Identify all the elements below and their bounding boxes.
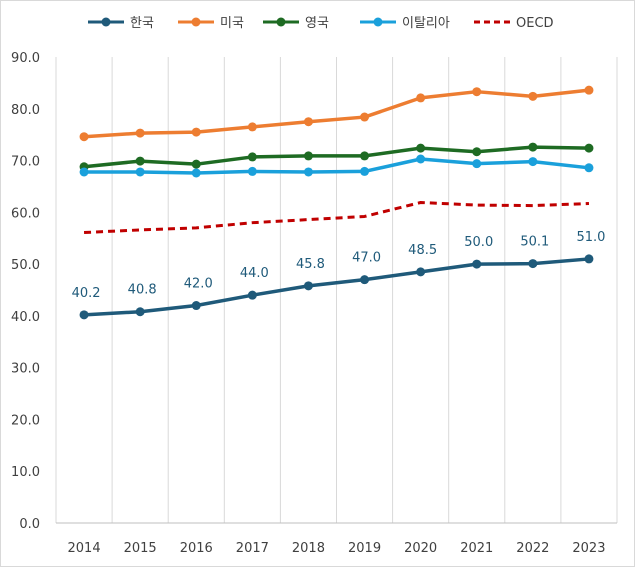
x-tick-label: 2017 [236,541,269,556]
data-label: 50.1 [520,235,549,250]
data-point [416,267,426,277]
data-point [135,167,145,177]
legend: 한국 미국 영국 이탈리아 OECD [88,16,554,31]
x-tick-label: 2022 [516,541,549,556]
x-tick-label: 2014 [68,541,101,556]
series-line-5 [83,200,590,235]
data-point [472,259,482,269]
series-line-4 [84,157,590,175]
data-point [528,91,538,101]
data-point [191,159,201,169]
x-tick-label: 2016 [180,541,213,556]
data-point [191,168,201,178]
series-line-2 [83,88,590,139]
legend-label: 한국 [130,16,154,31]
series-lines [83,88,590,317]
y-tick-label: 60.0 [11,206,40,221]
data-point [247,290,257,300]
data-point [472,87,482,97]
data-point [360,275,370,285]
data-point [360,151,370,161]
y-tick-label: 50.0 [11,258,40,273]
data-point [472,147,482,157]
y-tick-label: 40.0 [11,310,40,325]
data-point [303,167,313,177]
x-tick-label: 2018 [292,541,325,556]
data-label: 45.8 [296,257,325,272]
legend-marker [101,17,111,27]
legend-label: 영국 [305,16,329,31]
data-point [584,143,594,153]
data-label: 48.5 [408,243,437,258]
data-point [79,310,89,320]
data-point [360,166,370,176]
series-line-3 [83,145,589,169]
legend-label: 미국 [220,16,244,31]
y-tick-label: 0.0 [19,517,40,532]
data-point [191,127,201,137]
data-point [79,167,89,177]
data-point [416,154,426,164]
data-point [247,166,257,176]
data-point [360,112,370,122]
y-tick-label: 90.0 [11,51,40,66]
data-label: 40.8 [128,283,157,298]
y-tick-label: 80.0 [11,103,40,118]
data-label: 50.0 [464,235,493,250]
data-point [303,117,313,127]
x-tick-label: 2021 [460,541,493,556]
data-point [191,301,201,311]
data-point [416,93,426,103]
data-label: 44.0 [240,266,269,281]
x-tick-label: 2020 [404,541,437,556]
legend-label: 이탈리아 [402,16,450,31]
data-point [247,152,257,162]
axes: 0.0 10.0 20.0 30.0 40.0 50.0 60.0 70.0 80.0 90.0 2… [11,51,617,556]
data-point [584,163,594,173]
y-tick-label: 30.0 [11,362,40,377]
data-point [135,156,145,166]
data-label: 40.2 [72,286,101,301]
data-point [303,151,313,161]
data-point [79,132,89,142]
data-point [135,307,145,317]
data-point [416,143,426,153]
legend-marker [373,17,383,27]
legend-marker [191,17,201,27]
data-labels: 40.2 40.8 42.0 44.0 45.8 47.0 48.5 50.0 50.1 51.0 [72,230,606,301]
data-label: 51.0 [576,230,605,245]
series-markers [79,85,594,320]
legend-marker [276,17,286,27]
x-tick-label: 2023 [572,541,605,556]
data-point [528,259,538,269]
data-point [303,281,313,291]
data-point [584,85,594,95]
data-label: 42.0 [184,277,213,292]
data-point [528,157,538,167]
legend-label: OECD [516,16,554,31]
data-point [584,254,594,264]
data-label: 47.0 [352,251,381,266]
data-point [247,122,257,132]
x-tick-label: 2019 [348,541,381,556]
data-point [472,159,482,169]
y-tick-label: 20.0 [11,413,40,428]
series-line-1 [83,257,590,317]
y-tick-label: 10.0 [11,465,40,480]
y-tick-label: 70.0 [11,155,40,170]
data-point [528,142,538,152]
data-point [135,128,145,138]
x-tick-label: 2015 [124,541,157,556]
